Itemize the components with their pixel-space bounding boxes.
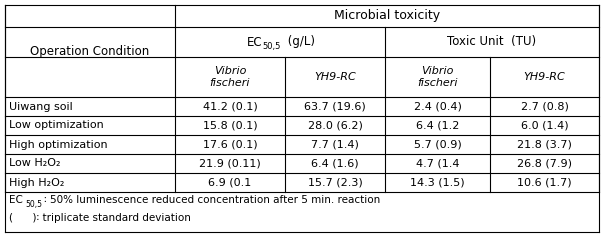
- Text: Toxic Unit  (TU): Toxic Unit (TU): [448, 36, 536, 48]
- Text: Uiwang soil: Uiwang soil: [9, 102, 72, 112]
- Text: Low H₂O₂: Low H₂O₂: [9, 158, 60, 168]
- Text: (      )∶ triplicate standard deviation: ( )∶ triplicate standard deviation: [9, 213, 191, 223]
- Text: 26.8 (7.9): 26.8 (7.9): [517, 158, 572, 168]
- Text: High optimization: High optimization: [9, 139, 108, 150]
- Text: 50,5: 50,5: [25, 199, 42, 209]
- Text: ∶ 50% luminescence reduced concentration after 5 min. reaction: ∶ 50% luminescence reduced concentration…: [44, 195, 381, 205]
- Text: EC: EC: [246, 36, 262, 48]
- Text: 15.7 (2.3): 15.7 (2.3): [307, 178, 362, 187]
- Text: 4.7 (1.4: 4.7 (1.4: [416, 158, 459, 168]
- Text: YH9-RC: YH9-RC: [314, 72, 356, 82]
- Text: 28.0 (6.2): 28.0 (6.2): [307, 120, 362, 131]
- Text: 41.2 (0.1): 41.2 (0.1): [202, 102, 257, 112]
- Text: 14.3 (1.5): 14.3 (1.5): [410, 178, 465, 187]
- Text: 10.6 (1.7): 10.6 (1.7): [517, 178, 572, 187]
- Text: Vibrio
fischeri: Vibrio fischeri: [417, 66, 458, 88]
- Text: 6.4 (1.6): 6.4 (1.6): [311, 158, 359, 168]
- Text: High H₂O₂: High H₂O₂: [9, 178, 65, 187]
- Text: 17.6 (0.1): 17.6 (0.1): [203, 139, 257, 150]
- Text: 6.4 (1.2: 6.4 (1.2: [416, 120, 459, 131]
- Text: 21.9 (0.11): 21.9 (0.11): [199, 158, 261, 168]
- Text: 2.7 (0.8): 2.7 (0.8): [521, 102, 568, 112]
- Text: 15.8 (0.1): 15.8 (0.1): [203, 120, 257, 131]
- Text: 7.7 (1.4): 7.7 (1.4): [311, 139, 359, 150]
- Text: Low optimization: Low optimization: [9, 120, 104, 131]
- Text: 6.9 (0.1: 6.9 (0.1: [208, 178, 252, 187]
- Text: 21.8 (3.7): 21.8 (3.7): [517, 139, 572, 150]
- Text: Operation Condition: Operation Condition: [30, 44, 150, 58]
- Text: Microbial toxicity: Microbial toxicity: [334, 10, 440, 23]
- Text: 5.7 (0.9): 5.7 (0.9): [414, 139, 461, 150]
- Text: (g/L): (g/L): [284, 36, 315, 48]
- Text: 6.0 (1.4): 6.0 (1.4): [521, 120, 568, 131]
- Text: 2.4 (0.4): 2.4 (0.4): [414, 102, 461, 112]
- Text: EC: EC: [9, 195, 23, 205]
- Text: 63.7 (19.6): 63.7 (19.6): [304, 102, 366, 112]
- Text: 50,5: 50,5: [262, 42, 280, 52]
- Text: YH9-RC: YH9-RC: [524, 72, 565, 82]
- Text: Vibrio
fischeri: Vibrio fischeri: [210, 66, 250, 88]
